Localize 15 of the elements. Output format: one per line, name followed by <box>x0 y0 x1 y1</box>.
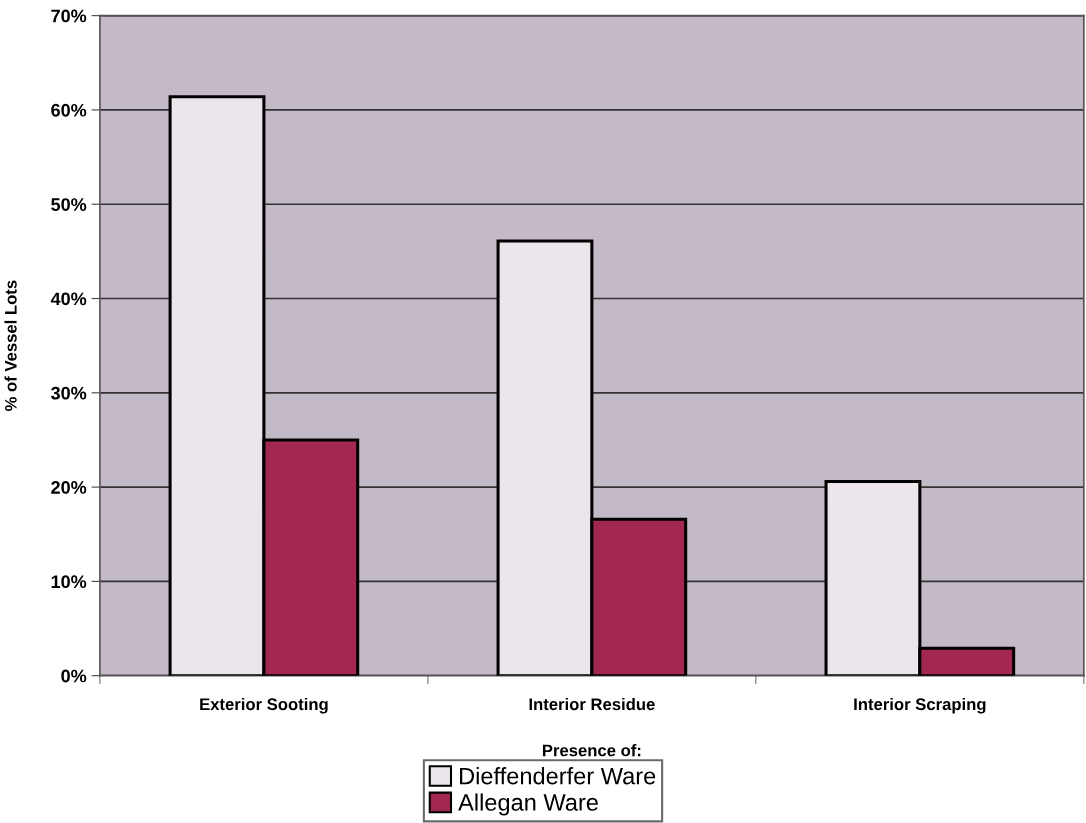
y-tick-label: 60% <box>51 103 87 117</box>
y-axis-title: % of Vessel Lots <box>4 280 17 412</box>
x-axis-title: Presence of: <box>542 744 641 757</box>
x-tick-label: Interior Scraping <box>854 697 986 714</box>
legend-label: Allegan Ware <box>458 793 598 816</box>
y-tick-label: 0% <box>61 669 87 683</box>
y-tick-label: 30% <box>51 386 87 400</box>
legend-label: Dieffenderfer Ware <box>460 767 656 785</box>
y-tick-label: 20% <box>51 481 87 494</box>
x-tick-label: Exterior Sooting <box>200 697 328 714</box>
y-tick-label: 40% <box>50 292 87 306</box>
x-tick-label: Interior Residue <box>529 697 655 711</box>
y-tick-label: 50% <box>51 198 87 211</box>
y-tick-label: 70% <box>51 9 87 23</box>
y-tick-label: 10% <box>51 575 87 589</box>
